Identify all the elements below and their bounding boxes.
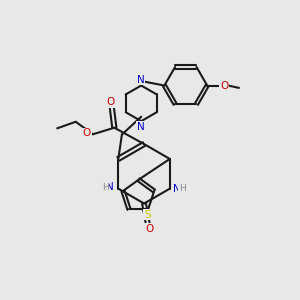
Text: H: H — [179, 184, 186, 193]
Text: O: O — [106, 97, 115, 107]
Text: O: O — [83, 128, 91, 138]
Text: O: O — [145, 224, 153, 234]
Text: N: N — [137, 75, 145, 85]
Text: N: N — [106, 182, 114, 192]
Text: S: S — [144, 210, 151, 220]
Text: N: N — [173, 184, 181, 194]
Text: N: N — [137, 122, 145, 132]
Text: H: H — [102, 183, 109, 192]
Text: O: O — [220, 80, 228, 91]
